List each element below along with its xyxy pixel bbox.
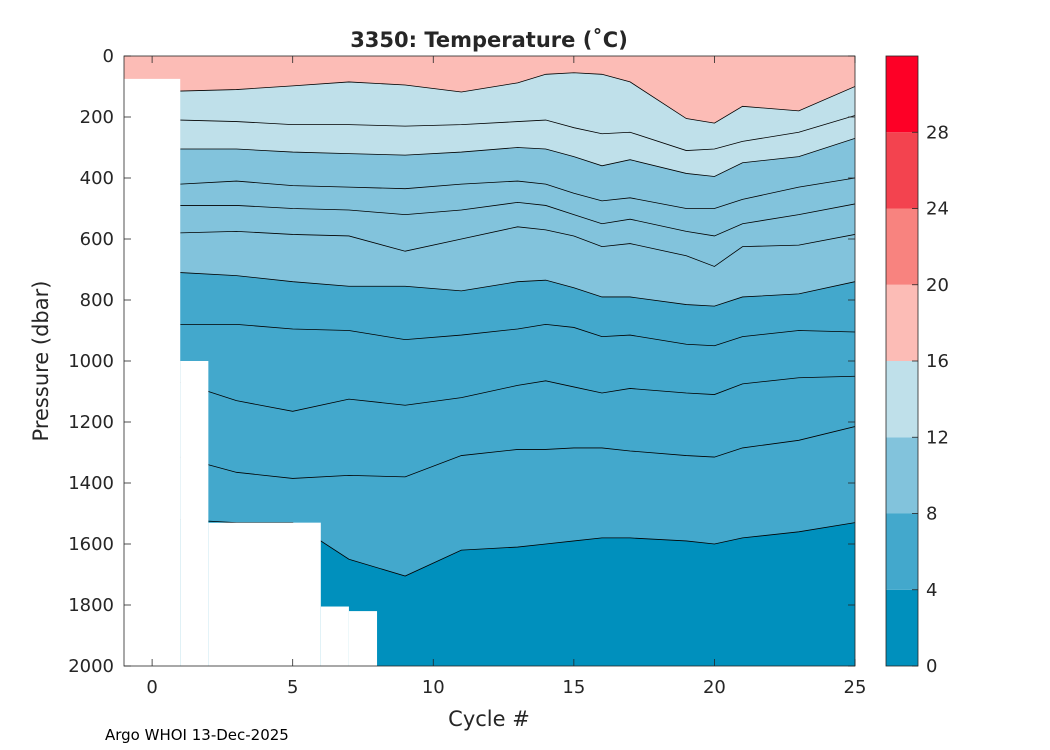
colorbar-tick-label: 0 — [926, 656, 937, 677]
x-tick-label: 20 — [703, 677, 726, 698]
y-tick-label: 1600 — [68, 534, 114, 555]
colorbar-segment — [886, 513, 918, 590]
colorbar-tick-label: 12 — [926, 427, 949, 448]
y-tick-label: 400 — [80, 168, 114, 189]
colorbar-segment — [886, 132, 918, 209]
isotherm-line-6 — [180, 375, 855, 412]
x-axis: 0 5 10 15 20 25 — [146, 56, 866, 698]
colorbar-segment — [886, 437, 918, 514]
chart-title: 3350: Temperature (˚C) — [350, 28, 628, 52]
colorbar-tick-label: 20 — [926, 275, 949, 296]
y-tick-label: 1200 — [68, 412, 114, 433]
colorbar-tick-label: 8 — [926, 504, 937, 525]
isotherm-line-12 — [180, 137, 855, 177]
no-data-region — [208, 522, 321, 666]
y-axis: 0 200 400 600 800 1000 1200 1400 1600 1800 2000 — [68, 46, 855, 677]
x-tick-label: 0 — [146, 677, 157, 698]
isotherm-line-14 — [180, 115, 855, 151]
no-data-region — [180, 361, 209, 666]
isotherm-line-9 — [180, 226, 855, 267]
colorbar-segment — [886, 56, 918, 133]
isotherm-line-5 — [180, 426, 855, 479]
x-tick-label: 15 — [562, 677, 585, 698]
colorbar: 0 4 8 12 16 20 24 28 — [885, 55, 949, 677]
y-tick-label: 200 — [80, 107, 114, 128]
isotherm-line-11 — [180, 177, 855, 209]
contour-plot-area — [124, 56, 855, 666]
colorbar-tick-label: 4 — [926, 580, 937, 601]
y-tick-label: 1400 — [68, 473, 114, 494]
x-tick-label: 10 — [422, 677, 445, 698]
colorbar-segment — [886, 208, 918, 285]
x-axis-label: Cycle # — [448, 707, 530, 731]
no-data-region — [348, 611, 378, 666]
colorbar-segment — [886, 284, 918, 361]
isotherm-line-8 — [180, 272, 855, 307]
no-data-region — [320, 606, 349, 666]
colorbar-tick-label: 24 — [926, 199, 949, 220]
y-tick-label: 0 — [103, 46, 114, 67]
x-tick-label: 5 — [287, 677, 298, 698]
y-tick-label: 2000 — [68, 656, 114, 677]
isotherm-line-16 — [180, 72, 855, 124]
colorbar-segment — [886, 361, 918, 438]
y-tick-label: 800 — [80, 290, 114, 311]
temperature-band-16 — [124, 56, 855, 124]
y-tick-label: 600 — [80, 229, 114, 250]
colorbar-segment — [886, 589, 918, 666]
x-tick-label: 25 — [844, 677, 867, 698]
y-axis-label: Pressure (dbar) — [29, 281, 53, 442]
colorbar-tick-label: 28 — [926, 122, 949, 143]
y-tick-label: 1000 — [68, 351, 114, 372]
y-tick-label: 1800 — [68, 595, 114, 616]
no-data-region — [124, 78, 181, 666]
colorbar-tick-label: 16 — [926, 351, 949, 372]
isotherm-line-7 — [180, 323, 855, 347]
footer-credit: Argo WHOI 13-Dec-2025 — [105, 726, 289, 744]
isotherm-line-10 — [180, 201, 855, 237]
